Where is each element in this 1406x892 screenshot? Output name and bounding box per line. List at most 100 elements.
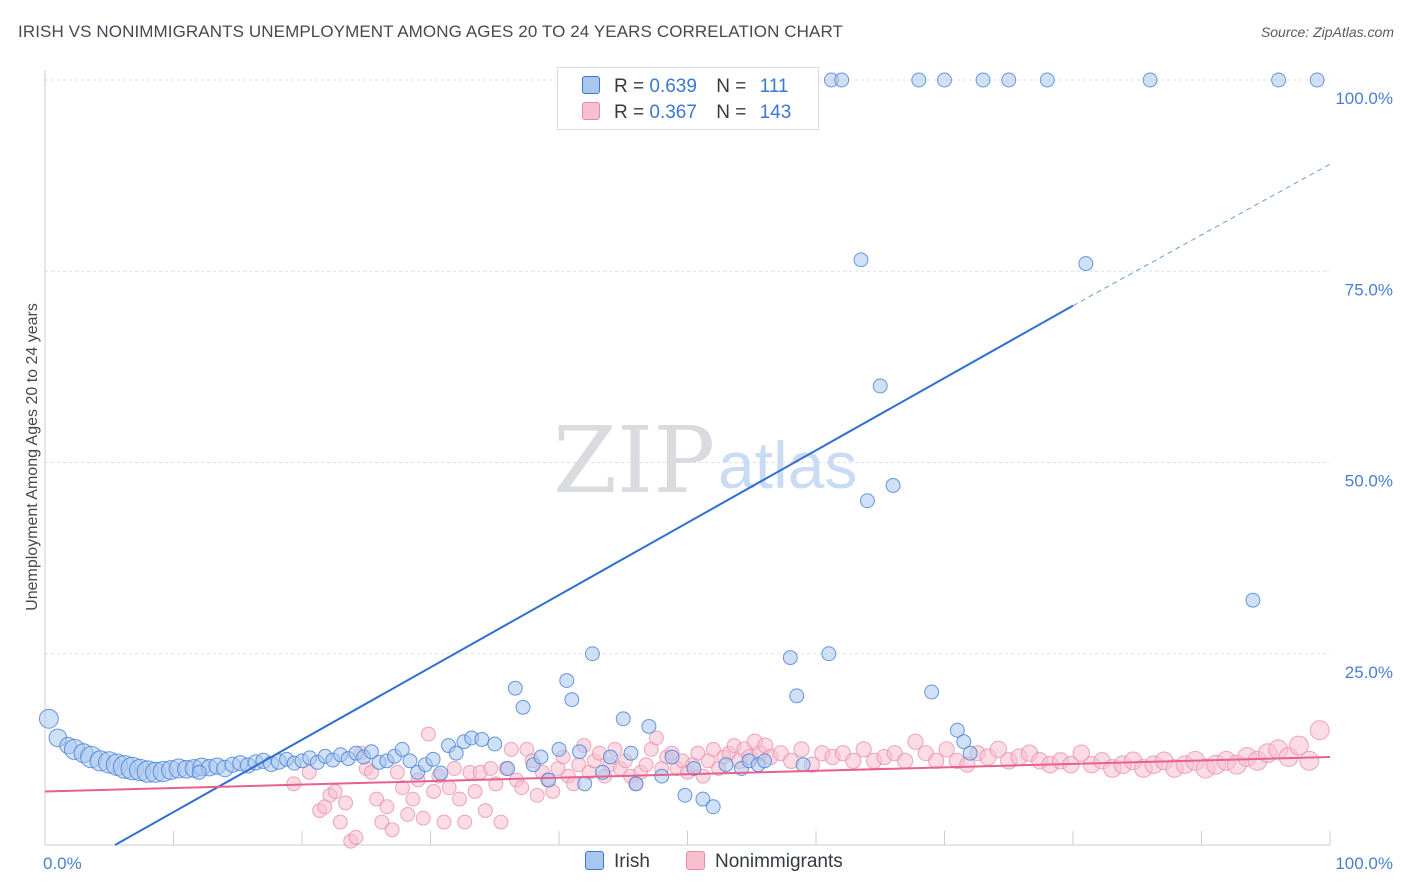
irish-point (911, 72, 927, 88)
irish-point (937, 72, 952, 88)
legend-n-value: 111 (759, 76, 789, 97)
irish-point (572, 744, 588, 760)
irish-point (515, 699, 531, 715)
irish-point (507, 680, 523, 696)
irish-point (551, 741, 567, 757)
nonimmigrants-point (348, 829, 364, 845)
nonimmigrants-point (514, 780, 530, 796)
irish-point (705, 799, 721, 815)
nonimmigrants-point (384, 822, 400, 838)
nonimmigrants-point (332, 814, 348, 830)
y-tick-label: 25.0% (1345, 663, 1393, 682)
x-tick-label: 100.0% (1335, 854, 1393, 873)
y-tick-label: 75.0% (1345, 280, 1393, 299)
nonimmigrants-point (436, 814, 452, 830)
irish-point (577, 776, 593, 792)
nonimmigrants-point (897, 752, 914, 769)
bottom-legend-irish: Irish (585, 851, 650, 873)
legend-row-nonimmigrants: R = 0.367 N = 143 (582, 102, 791, 126)
nonimmigrants-point (369, 791, 385, 807)
irish-point (1309, 72, 1325, 88)
nonimmigrants-point (395, 780, 410, 796)
nonimmigrants-point (638, 757, 654, 773)
nonimmigrants-point (1072, 744, 1090, 762)
irish-legend-label: Irish (614, 851, 650, 872)
nonimmigrants-point (793, 741, 810, 758)
nonimmigrants-point (426, 783, 442, 799)
irish-point (564, 692, 580, 708)
watermark: ZIP atlas (553, 407, 857, 514)
nonimmigrants-point (363, 764, 379, 780)
nonimmigrants-points (286, 720, 1330, 849)
irish-point (448, 745, 464, 761)
nonimmigrants-point (529, 787, 545, 803)
irish-point (949, 722, 965, 738)
nonimmigrants-point (420, 726, 436, 742)
nonimmigrants-swatch (686, 851, 705, 870)
legend-r-label: R = (614, 102, 645, 123)
irish-point (782, 650, 798, 666)
nonimmigrants-point (338, 795, 353, 811)
nonimmigrants-point (690, 745, 706, 761)
irish-point (795, 757, 811, 773)
nonimmigrants-point (938, 741, 955, 758)
irish-point (38, 708, 59, 729)
irish-swatch (582, 76, 600, 94)
nonimmigrants-point (327, 783, 343, 799)
y-tick-labels: 25.0% 50.0% 75.0% 100.0% (1335, 89, 1393, 682)
irish-point (191, 764, 207, 780)
nonimmigrants-point (405, 791, 421, 807)
nonimmigrants-point (446, 761, 462, 776)
nonimmigrants-point (989, 740, 1008, 759)
bottom-legend-nonimmigrants: Nonimmigrants (686, 851, 843, 873)
irish-point (654, 768, 670, 784)
nonimmigrants-point (389, 764, 405, 780)
irish-point (821, 646, 837, 662)
irish-point (718, 757, 734, 773)
irish-point (641, 718, 657, 734)
irish-trendline-extension (1072, 163, 1331, 307)
irish-point (664, 749, 680, 765)
nonimmigrants-point (503, 741, 519, 757)
irish-point (363, 744, 379, 760)
irish-point (757, 753, 773, 769)
irish-point (975, 72, 991, 88)
irish-point (474, 731, 490, 747)
chart-title: IRISH VS NONIMMIGRANTS UNEMPLOYMENT AMON… (18, 22, 844, 41)
irish-point (602, 749, 618, 765)
nonimmigrants-point (467, 783, 483, 799)
nonimmigrants-trendline (44, 756, 1331, 793)
nonimmigrants-point (374, 814, 390, 830)
trendlines (44, 163, 1331, 846)
irish-point (559, 673, 575, 688)
irish-point (789, 688, 805, 704)
legend-row-irish: R = 0.639 N = 111 (582, 76, 789, 100)
nonimmigrants-point (705, 741, 721, 757)
y-tick-label: 100.0% (1335, 89, 1393, 108)
y-tick-label: 50.0% (1345, 472, 1393, 491)
nonimmigrants-point (477, 803, 493, 819)
nonimmigrants-point (1288, 735, 1309, 756)
nonimmigrants-point (400, 806, 416, 822)
nonimmigrants-point (379, 799, 395, 815)
irish-point (1001, 72, 1017, 88)
nonimmigrants-point (457, 814, 473, 830)
irish-trendline (114, 304, 1074, 846)
irish-point (677, 787, 693, 803)
nonimmigrants-point (301, 764, 317, 780)
irish-point (541, 772, 557, 788)
legend-r-value: 0.639 (649, 76, 697, 97)
irish-point (1039, 72, 1055, 88)
legend-n-value: 143 (759, 102, 792, 123)
irish-point (500, 761, 516, 776)
nonimmigrants-legend-label: Nonimmigrants (715, 851, 843, 872)
irish-point (584, 646, 600, 662)
nonimmigrants-point (648, 730, 664, 746)
irish-point (433, 765, 449, 781)
irish-point (695, 791, 711, 807)
nonimmigrants-point (855, 741, 872, 758)
irish-points (38, 72, 1325, 815)
nonimmigrants-point (845, 752, 862, 769)
irish-point (425, 751, 441, 767)
irish-point (956, 734, 972, 750)
